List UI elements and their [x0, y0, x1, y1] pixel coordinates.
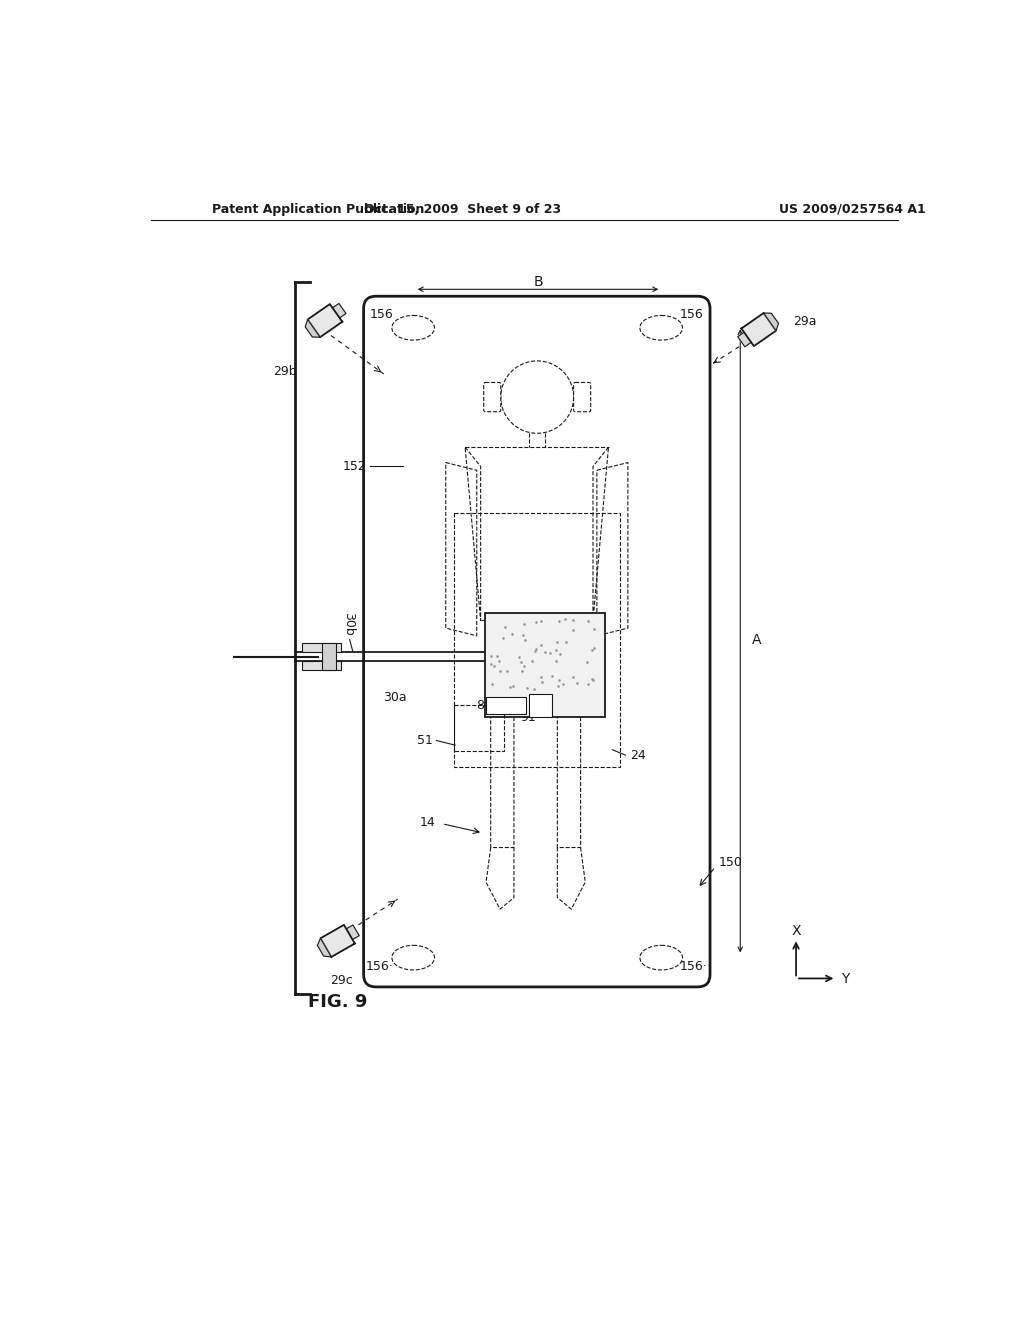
Polygon shape	[317, 939, 332, 957]
Text: 156: 156	[370, 308, 393, 321]
Bar	[528, 693, 552, 717]
Text: 24: 24	[630, 748, 646, 762]
Bar	[302, 661, 341, 671]
Polygon shape	[321, 925, 354, 957]
Text: 156: 156	[680, 308, 703, 321]
Bar	[484, 612, 604, 717]
Text: 82: 82	[476, 698, 493, 711]
Bar	[302, 643, 341, 652]
Text: 29c: 29c	[330, 974, 352, 987]
Polygon shape	[307, 304, 342, 337]
Text: 30b: 30b	[342, 611, 354, 635]
Text: 29b: 29b	[273, 366, 297, 379]
Text: 29a: 29a	[793, 315, 816, 329]
Polygon shape	[741, 313, 776, 346]
Polygon shape	[764, 313, 778, 331]
FancyBboxPatch shape	[364, 296, 710, 987]
Text: B: B	[534, 276, 543, 289]
Text: Patent Application Publication: Patent Application Publication	[212, 203, 424, 215]
Text: 156·: 156·	[680, 961, 708, 973]
Bar	[454, 705, 504, 751]
Text: 150: 150	[719, 857, 742, 870]
Bar	[454, 512, 621, 767]
Polygon shape	[737, 333, 752, 347]
Polygon shape	[333, 304, 346, 318]
Polygon shape	[346, 925, 359, 940]
FancyBboxPatch shape	[573, 383, 591, 412]
Text: 22: 22	[560, 697, 577, 710]
Text: Oct. 15, 2009  Sheet 9 of 23: Oct. 15, 2009 Sheet 9 of 23	[365, 203, 561, 215]
Text: 156·: 156·	[366, 961, 393, 973]
Text: FIG. 9: FIG. 9	[308, 993, 368, 1011]
Bar	[486, 697, 526, 714]
Text: 152: 152	[343, 459, 367, 473]
Bar	[322, 643, 336, 671]
Polygon shape	[305, 319, 321, 337]
Text: 51: 51	[417, 734, 432, 747]
Text: 30a: 30a	[383, 690, 407, 704]
Text: 14: 14	[420, 816, 435, 829]
Text: US 2009/0257564 A1: US 2009/0257564 A1	[779, 203, 926, 215]
Text: Y: Y	[842, 973, 850, 986]
Text: A: A	[752, 634, 762, 647]
FancyBboxPatch shape	[483, 383, 501, 412]
Text: 91: 91	[520, 711, 536, 723]
Text: X: X	[792, 924, 801, 937]
